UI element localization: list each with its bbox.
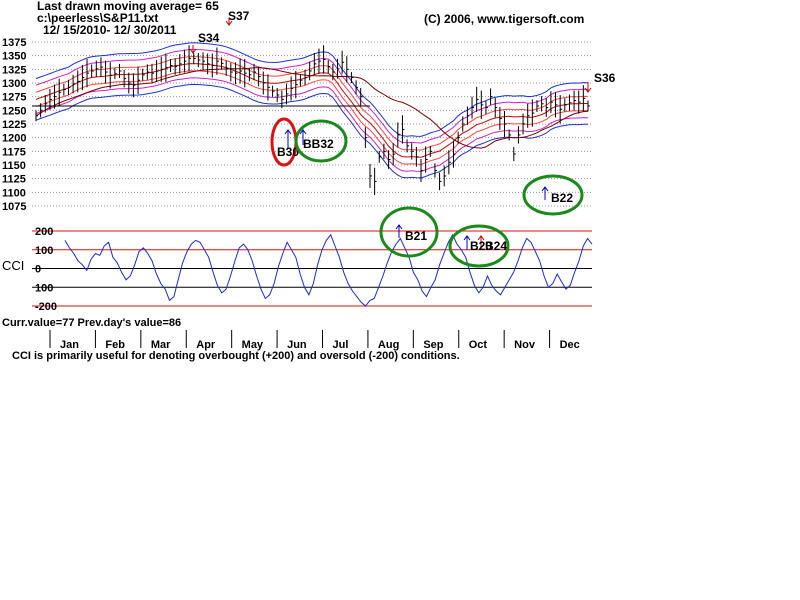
cci-tick-label: -200 [35,301,57,313]
signal-b22-label: B22 [551,191,573,205]
long-term-average-line [35,67,589,149]
signal-b21-label: B21 [405,229,427,243]
signal-s36-label: S36 [594,71,616,85]
cci-note-text: CCI is primarily useful for denoting ove… [12,350,460,362]
month-axis: Jan Feb Mar Apr May Jun Jul Aug Sep Oct Nov Dec [49,330,580,351]
price-tick-label: 1275 [2,92,26,104]
signal-b30-arrow-head [284,129,292,135]
month-label-oct: Oct [469,339,488,351]
ring-b21 [379,206,439,258]
price-tick-label: 1325 [2,64,26,76]
cci-y-axis: 200 100 0 100 -200 [35,226,57,313]
signal-s34-label: S34 [198,31,220,45]
signal-s34-arrow-head [189,48,197,54]
ring-b20-b24 [448,224,510,268]
price-tick-label: 1375 [2,37,26,49]
month-label-feb: Feb [105,339,125,351]
signal-b24-label: B24 [485,239,507,253]
lower-middle-band [35,77,589,172]
cci-tick-label: 0 [35,264,41,276]
price-tick-label: 1175 [2,146,26,158]
price-tick-label: 1350 [2,51,26,63]
header-moving-average: Last drawn moving average= 65 [37,0,219,13]
cci-tick-label: 100 [35,245,53,257]
signal-s36-arrow-head [584,87,592,93]
month-label-apr: Apr [196,339,216,351]
price-tick-label: 1075 [2,201,26,213]
moving-average-bands [35,42,589,179]
month-label-sep: Sep [423,339,443,351]
price-tick-label: 1250 [2,105,26,117]
upper-middle-band [35,48,589,144]
month-label-jul: Jul [333,339,349,351]
month-label-aug: Aug [378,339,399,351]
upper-inner-band [35,55,589,151]
current-value-text: Curr.value=77 Prev.day's value=86 [2,317,182,329]
lower-outer-band [35,83,589,179]
price-bars [35,45,590,196]
signal-b30-label: B30 [277,145,299,159]
price-tick-label: 1225 [2,119,26,131]
cci-tick-label: 200 [35,226,53,238]
cci-tick-label: 100 [35,282,53,294]
ring-b32 [294,119,348,163]
price-tick-label: 1100 [2,187,26,199]
price-tick-label: 1300 [2,78,26,90]
price-tick-label: 1200 [2,133,26,145]
month-label-jun: Jun [287,339,307,351]
signal-b32-label: BB32 [303,137,334,151]
month-label-may: May [242,339,264,351]
ring-b22 [522,174,584,216]
cci-title: CCI [2,258,24,273]
header-file-path: c:\peerless\S&P11.txt [37,11,159,25]
copyright-text: (C) 2006, www.tigersoft.com [424,12,585,26]
lower-inner-band [35,70,589,165]
month-label-jan: Jan [60,339,79,351]
header-date-range: 12/ 15/2010- 12/ 30/2011 [43,23,177,37]
upper-outer-band [35,42,589,137]
signal-b22-arrow-head [541,186,549,192]
signal-s37-arrow-head [225,20,233,26]
price-tick-label: 1150 [2,160,26,172]
signal-b24-arrow-head [477,235,485,241]
signal-b20-label: B20 [470,239,492,253]
signal-b21-arrow-head [395,224,403,230]
price-tick-label: 1125 [2,174,26,186]
month-label-dec: Dec [560,339,580,351]
month-label-nov: Nov [514,339,536,351]
cci-line [64,233,593,307]
signal-b32-arrow-head [299,129,307,135]
month-label-mar: Mar [151,339,171,351]
signal-b20-arrow-head [463,235,471,241]
signal-s37-label: S37 [228,9,250,23]
